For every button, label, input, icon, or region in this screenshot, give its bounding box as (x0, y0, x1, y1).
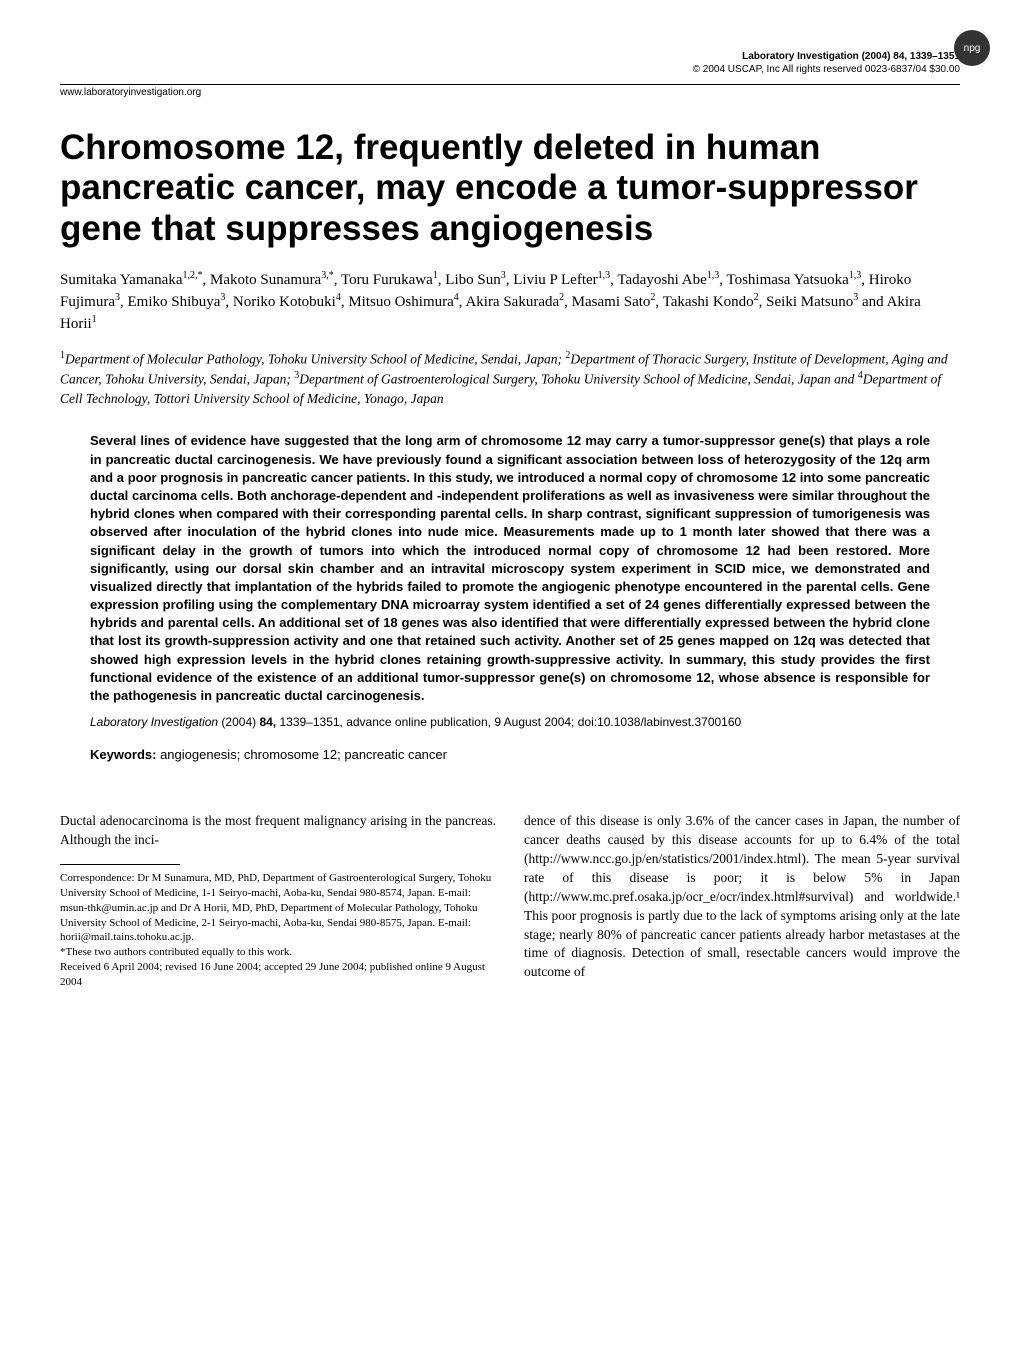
citation-journal: Laboratory Investigation (90, 715, 218, 729)
abstract: Several lines of evidence have suggested… (90, 432, 930, 705)
left-column: Ductal adenocarcinoma is the most freque… (60, 812, 496, 996)
citation-line: Laboratory Investigation (2004) 84, 1339… (90, 715, 930, 729)
author-list: Sumitaka Yamanaka1,2,*, Makoto Sunamura3… (60, 269, 960, 335)
keywords-text: angiogenesis; chromosome 12; pancreatic … (156, 747, 447, 762)
affiliations: 1Department of Molecular Pathology, Toho… (60, 349, 960, 409)
journal-website: www.laboratoryinvestigation.org (60, 87, 960, 98)
intro-paragraph-right: dence of this disease is only 3.6% of th… (524, 812, 960, 982)
footnotes: Correspondence: Dr M Sunamura, MD, PhD, … (60, 871, 496, 990)
copyright-line: © 2004 USCAP, Inc All rights reserved 00… (60, 63, 960, 76)
equal-contrib-footnote: *These two authors contributed equally t… (60, 945, 496, 960)
header-rule (60, 84, 960, 85)
keywords-line: Keywords: angiogenesis; chromosome 12; p… (90, 747, 930, 762)
correspondence-footnote: Correspondence: Dr M Sunamura, MD, PhD, … (60, 871, 496, 945)
citation-volume: 84, (259, 715, 276, 729)
journal-header: Laboratory Investigation (2004) 84, 1339… (60, 50, 960, 76)
footnote-rule (60, 864, 180, 865)
received-footnote: Received 6 April 2004; revised 16 June 2… (60, 960, 496, 990)
publisher-badge: npg (954, 30, 990, 66)
citation-year: (2004) (218, 715, 259, 729)
right-column: dence of this disease is only 3.6% of th… (524, 812, 960, 996)
keywords-label: Keywords: (90, 747, 156, 762)
article-title: Chromosome 12, frequently deleted in hum… (60, 128, 960, 249)
intro-paragraph-left: Ductal adenocarcinoma is the most freque… (60, 812, 496, 850)
journal-citation: Laboratory Investigation (2004) 84, 1339… (60, 50, 960, 63)
body-columns: Ductal adenocarcinoma is the most freque… (60, 812, 960, 996)
citation-pages: 1339–1351, advance online publication, 9… (276, 715, 741, 729)
